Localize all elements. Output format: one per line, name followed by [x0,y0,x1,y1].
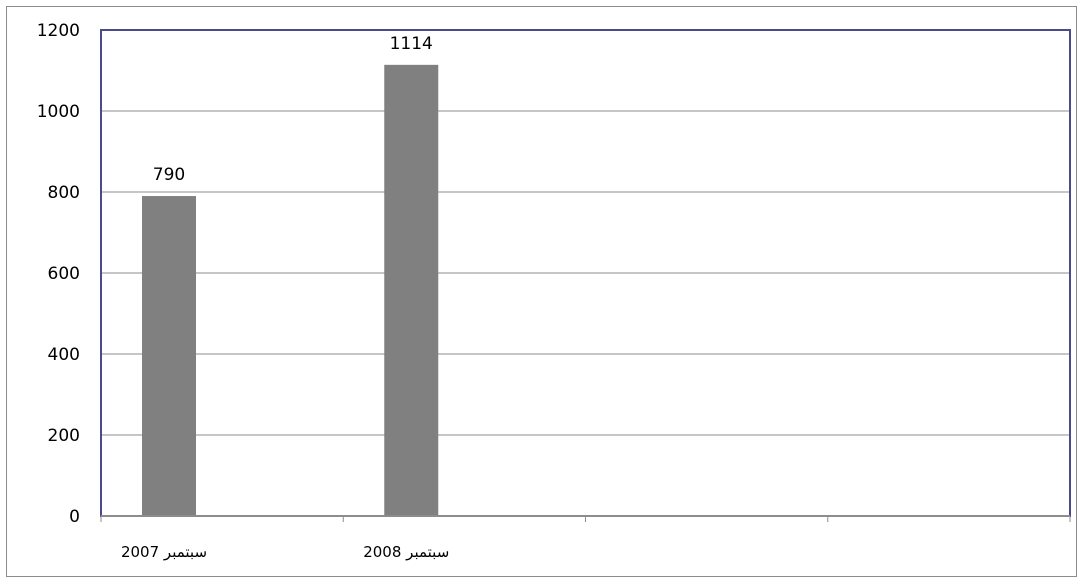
data-label: 1114 [390,34,433,54]
x-category-label: سبتمبر 2008 [363,543,449,561]
bar [384,64,439,516]
x-axis-category-labels: سبتمبر 2007 سبتمبر 2008 [121,543,449,561]
bars [142,64,439,517]
y-axis-tick-labels: 0 200 400 600 800 1000 1200 [37,21,80,527]
x-axis [100,515,1071,522]
x-category-label: سبتمبر 2007 [121,543,207,561]
y-tick-label: 800 [48,183,80,203]
data-label: 790 [153,165,185,185]
y-tick-label: 600 [48,264,80,284]
gridlines [101,29,1070,436]
y-tick-label: 400 [48,345,80,365]
y-tick-label: 200 [48,426,80,446]
y-tick-label: 1200 [37,21,80,41]
bar [142,196,196,517]
y-tick-label: 0 [69,507,80,527]
y-tick-label: 1000 [37,102,80,122]
data-labels: 790 1114 [153,34,433,185]
